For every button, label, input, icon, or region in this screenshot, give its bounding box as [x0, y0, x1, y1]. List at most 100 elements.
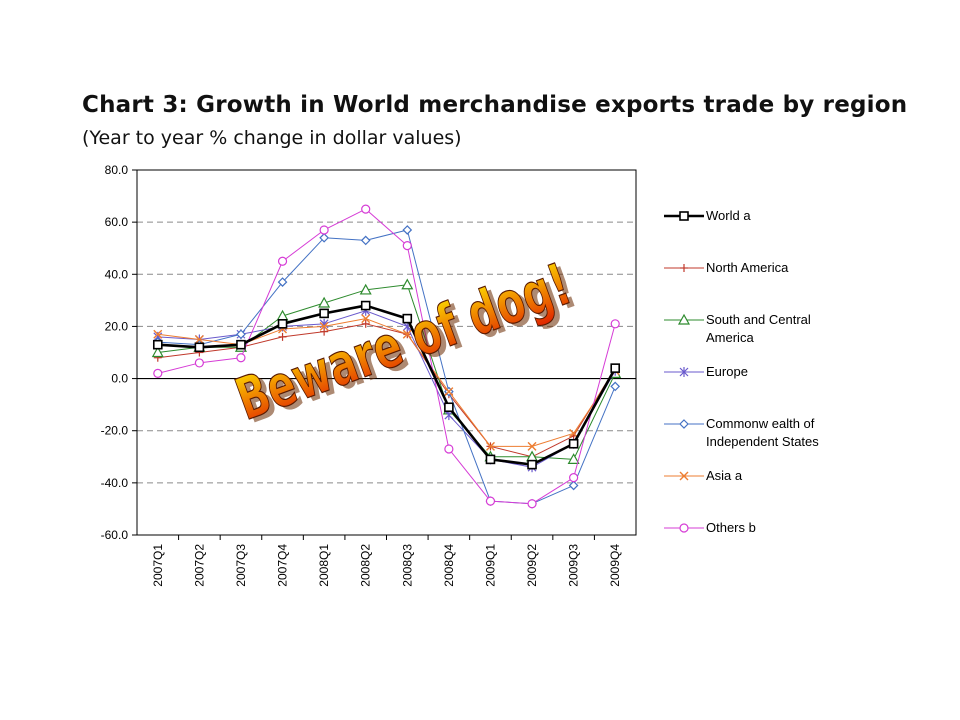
data-point	[319, 225, 329, 235]
data-point	[485, 454, 496, 465]
data-point	[444, 402, 454, 413]
legend-marker	[679, 211, 689, 221]
x-tick-label: 2007Q2	[192, 544, 206, 587]
x-tick-label: 2008Q4	[442, 544, 456, 587]
data-point	[277, 256, 288, 266]
data-point	[153, 329, 163, 339]
data-point	[610, 319, 620, 329]
data-point	[194, 342, 205, 353]
data-point	[236, 329, 246, 340]
y-tick-label: 60.0	[105, 215, 129, 229]
data-point	[151, 346, 164, 358]
legend-marker	[680, 264, 688, 272]
legend-label: Asia a	[706, 468, 743, 483]
data-point	[152, 339, 163, 350]
legend-marker	[679, 419, 689, 429]
data-point	[402, 241, 412, 251]
chart-title: Chart 3: Growth in World merchandise exp…	[82, 92, 908, 118]
data-point	[320, 327, 329, 336]
data-point	[402, 225, 413, 235]
data-point	[567, 453, 580, 464]
legend-marker	[679, 523, 689, 533]
legend-label: Commonw ealth of Independent States	[706, 416, 819, 449]
axes: 80.0 60.0 40.0 20.0 0.0 -20.0 -40.0 -60.0 2007Q1…	[101, 163, 637, 587]
data-point	[360, 235, 371, 246]
legend-marker	[679, 471, 689, 481]
data-point	[194, 334, 204, 344]
data-point	[402, 329, 412, 339]
data-point	[277, 319, 288, 329]
y-tick-label: 40.0	[105, 267, 129, 281]
legend-label: World a	[706, 208, 751, 223]
data-point	[359, 283, 372, 295]
x-tick-label: 2007Q1	[151, 544, 165, 587]
legend-item: Commonw ealth of Independent States	[664, 416, 819, 449]
data-point	[361, 314, 371, 324]
legend-label: Europe	[706, 364, 748, 379]
x-tick-label: 2009Q1	[483, 544, 497, 587]
data-point	[318, 296, 331, 308]
legend-item: Others b	[664, 520, 756, 535]
data-point	[277, 277, 288, 287]
y-tick-label: 80.0	[105, 163, 129, 177]
x-tick-label: 2008Q1	[317, 544, 331, 587]
x-tick-label: 2007Q4	[276, 544, 290, 587]
data-point	[236, 339, 246, 350]
data-point	[401, 278, 414, 290]
gridlines	[137, 221, 636, 484]
x-tick-label: 2009Q3	[567, 544, 581, 587]
data-point	[153, 368, 163, 378]
data-point	[319, 232, 329, 243]
data-point	[360, 300, 371, 311]
legend-item: South and Central America	[664, 312, 811, 345]
legend-item: Europe	[664, 364, 748, 379]
data-point	[361, 319, 370, 328]
legend-item: World a	[664, 208, 751, 223]
series-line	[157, 323, 616, 458]
legend-marker	[679, 367, 689, 377]
data-point	[278, 332, 287, 341]
y-tick-label: -60.0	[101, 528, 129, 542]
data-point	[361, 204, 371, 214]
x-tick-label: 2009Q2	[525, 544, 539, 587]
data-point	[527, 459, 537, 470]
y-tick-label: 20.0	[105, 319, 129, 333]
data-point	[194, 358, 204, 368]
legend-item: Asia a	[664, 468, 743, 483]
series-line	[157, 229, 616, 505]
y-tick-label: 0.0	[111, 372, 128, 386]
data-point	[569, 428, 579, 438]
data-point	[568, 438, 579, 449]
series-line	[157, 310, 616, 468]
x-tick-label: 2009Q4	[608, 544, 622, 587]
legend-marker	[677, 313, 691, 325]
data-point	[319, 308, 329, 319]
series-0	[152, 300, 621, 470]
legend-label: Others b	[706, 520, 756, 535]
data-point	[444, 444, 454, 454]
data-point	[236, 353, 246, 363]
y-tick-label: -40.0	[101, 476, 129, 490]
series-6	[153, 204, 620, 509]
data-point	[568, 480, 579, 491]
data-point	[527, 499, 537, 509]
chart-subtitle: (Year to year % change in dollar values)	[82, 127, 462, 149]
legend-label: South and Central America	[706, 312, 811, 345]
series-line	[157, 208, 616, 505]
series-line	[157, 318, 616, 447]
data-point	[319, 321, 329, 331]
data-point	[402, 313, 413, 324]
x-tick-label: 2008Q2	[359, 544, 373, 587]
data-point	[610, 381, 621, 392]
legend: World a North America South and Central Ame…	[664, 208, 819, 535]
data-point	[527, 441, 537, 451]
x-tick-label: 2008Q3	[400, 544, 414, 587]
data-point	[569, 473, 579, 483]
data-point	[485, 441, 495, 451]
legend-label: North America	[706, 260, 789, 275]
data-point	[485, 496, 496, 506]
series-line	[157, 304, 617, 466]
data-point	[444, 387, 454, 397]
x-tick-label: 2007Q3	[234, 544, 248, 587]
